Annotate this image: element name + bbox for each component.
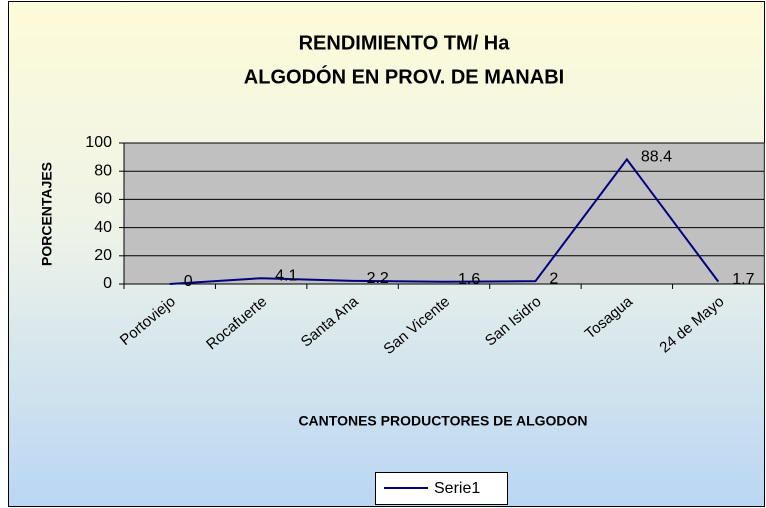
data-label: 2: [549, 270, 558, 287]
plot-area: [123, 142, 765, 285]
y-tick-label: 80: [94, 162, 112, 179]
y-tick-label: 0: [103, 275, 112, 292]
legend-label: Serie1: [434, 480, 480, 497]
data-label: 2.2: [367, 270, 389, 287]
data-label: 1.6: [458, 271, 480, 288]
data-label: 88.4: [641, 149, 672, 166]
x-axis-label: CANTONES PRODUCTORES DE ALGODON: [298, 413, 587, 429]
data-label: 1.7: [732, 271, 754, 288]
legend: Serie1: [375, 472, 508, 505]
y-tick-label: 60: [94, 191, 112, 208]
chart-title: ALGODÓN EN PROV. DE MANABI: [244, 64, 564, 88]
chart-title: RENDIMIENTO TM/ Ha: [299, 32, 511, 54]
line: [169, 157, 720, 285]
data-label: 0: [184, 273, 193, 290]
y-tick-label: 100: [85, 134, 112, 151]
data-label: 4.1: [275, 267, 297, 284]
y-tick-label: 20: [94, 247, 112, 264]
y-tick-label: 40: [94, 219, 112, 236]
y-axis-label: PORCENTAJES: [39, 162, 55, 266]
